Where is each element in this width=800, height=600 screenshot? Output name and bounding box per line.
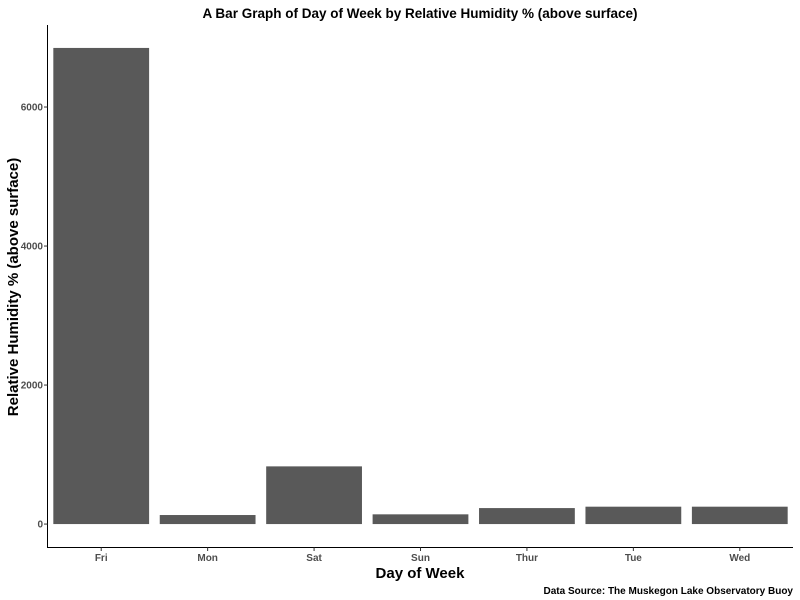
bar-thur — [479, 508, 575, 525]
bar-mon — [159, 515, 256, 525]
y-axis-title: Relative Humidity % (above surface) — [5, 158, 22, 416]
bar-fri — [53, 47, 150, 525]
bar-wed — [691, 506, 788, 525]
x-tick-label: Tue — [625, 553, 642, 564]
chart-title: A Bar Graph of Day of Week by Relative H… — [202, 6, 637, 21]
x-tick-label: Mon — [197, 553, 218, 564]
y-tick-label: 0 — [37, 520, 43, 531]
bar-tue — [585, 506, 682, 525]
data-source-caption: Data Source: The Muskegon Lake Observato… — [543, 586, 793, 597]
y-tick-label: 6000 — [21, 103, 44, 114]
y-tick-label: 2000 — [21, 381, 44, 392]
x-tick-label: Thur — [516, 553, 538, 564]
bar-sat — [266, 466, 362, 525]
x-axis-title: Day of Week — [376, 565, 466, 582]
x-tick-label: Sun — [411, 553, 430, 564]
bars-group — [53, 47, 788, 525]
x-tick-label: Sat — [306, 553, 322, 564]
x-tick-label: Wed — [729, 553, 750, 564]
x-axis-ticks: Fri Mon Sat Sun Thur Tue Wed — [95, 547, 750, 564]
y-axis-ticks: 0 2000 4000 6000 — [21, 103, 48, 531]
y-tick-label: 4000 — [21, 242, 44, 253]
x-tick-label: Fri — [95, 553, 108, 564]
bar-sun — [372, 514, 469, 525]
